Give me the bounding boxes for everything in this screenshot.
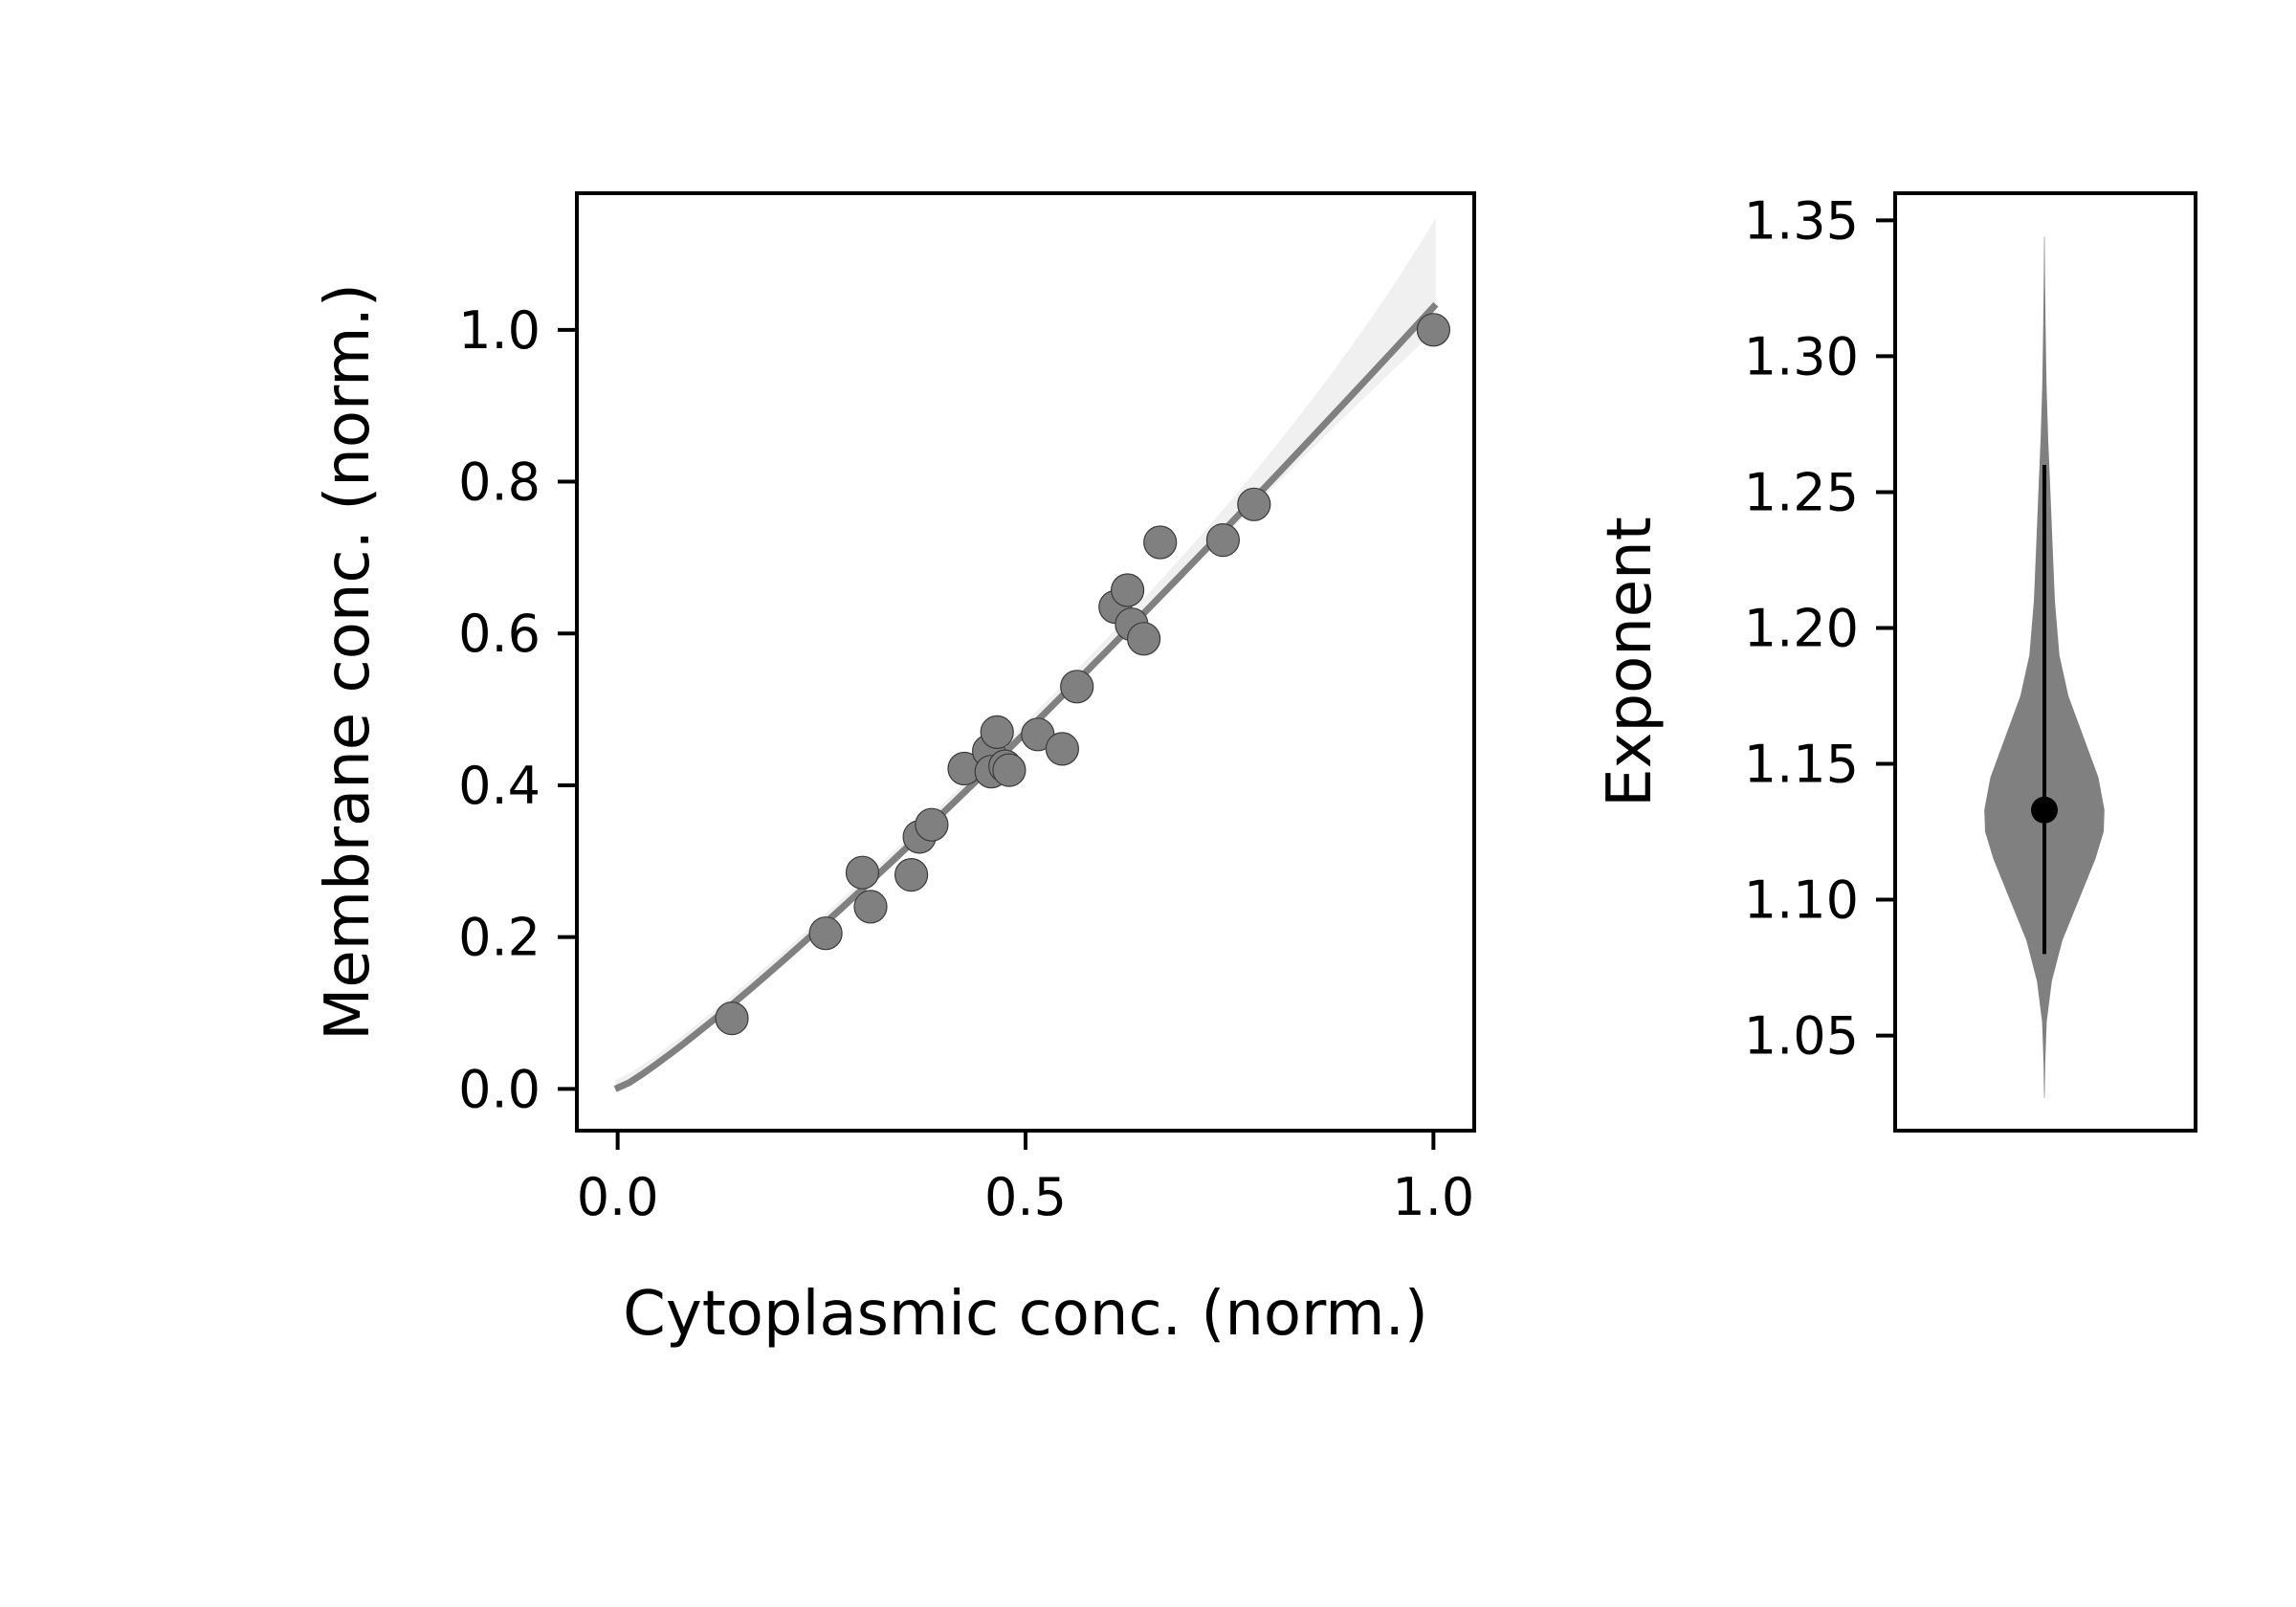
scatter-point — [845, 855, 880, 890]
y-tick-label: 0.8 — [458, 452, 541, 513]
scatter-point — [1126, 622, 1161, 656]
x-axis-label: Cytoplasmic conc. (norm.) — [623, 1279, 1428, 1350]
scatter-point — [808, 916, 843, 951]
x-axis-ticks: 0.0 0.5 1.0 — [577, 1131, 1474, 1227]
violin-median-marker — [2031, 796, 2058, 824]
scatter-point — [1060, 670, 1094, 704]
violin-panel: 1.05 1.10 1.15 1.20 1.25 1.30 1.35 Exponent — [1595, 190, 2197, 1133]
violin-y-tick-label: 1.25 — [1744, 462, 1859, 522]
scatter-point — [853, 890, 888, 924]
scatter-point — [980, 715, 1014, 750]
scatter-point — [894, 857, 929, 892]
violin-plot-frame — [1893, 191, 2197, 1133]
violin-y-tick-label: 1.10 — [1744, 870, 1859, 931]
scatter-point — [1143, 525, 1178, 560]
y-tick-label: 0.4 — [458, 756, 541, 816]
y-tick-label: 1.0 — [458, 300, 541, 361]
scatter-point — [1205, 522, 1241, 558]
scatter-point — [992, 753, 1027, 787]
x-tick-label: 0.0 — [577, 1167, 659, 1227]
y-tick-label: 0.6 — [458, 604, 541, 664]
scatter-point — [715, 1001, 749, 1036]
y-tick-label: 0.2 — [458, 908, 541, 968]
y-axis-label: Membrane conc. (norm.) — [313, 283, 384, 1041]
scatter-point — [1416, 313, 1451, 347]
violin-y-tick-label: 1.35 — [1744, 190, 1859, 251]
x-tick-label: 0.5 — [984, 1167, 1067, 1227]
scatter-point — [1110, 573, 1145, 607]
scatter-panel: 0.0 0.5 1.0 0.0 0.2 0.4 0.6 0.8 1.0 Cytoplasmic… — [313, 191, 1476, 1350]
scatter-points — [715, 313, 1451, 1036]
scatter-point — [1237, 487, 1271, 521]
violin-y-tick-label: 1.30 — [1744, 326, 1859, 386]
scatter-point — [1045, 732, 1080, 766]
x-tick-label: 1.0 — [1392, 1167, 1474, 1227]
y-axis-ticks: 0.0 0.2 0.4 0.6 0.8 1.0 — [458, 300, 577, 1119]
violin-y-tick-label: 1.15 — [1744, 735, 1859, 795]
violin-y-axis-ticks: 1.05 1.10 1.15 1.20 1.25 1.30 1.35 — [1744, 190, 1895, 1067]
violin-y-tick-label: 1.05 — [1744, 1006, 1859, 1067]
violin-y-axis-label: Exponent — [1595, 517, 1666, 807]
scatter-point — [915, 807, 949, 842]
violin-y-tick-label: 1.20 — [1744, 598, 1859, 658]
y-tick-label: 0.0 — [458, 1059, 541, 1119]
